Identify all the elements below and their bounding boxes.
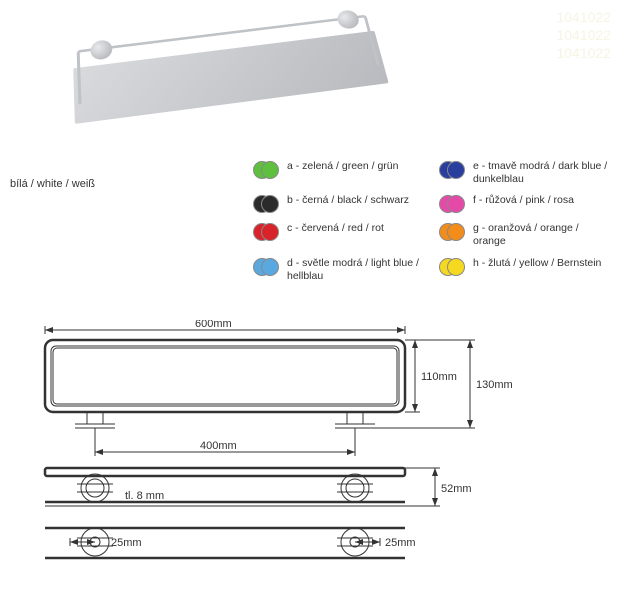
dim-mount-spacing: 400mm [200,440,237,452]
swatch-lightblue-icon [253,257,281,277]
option-label: c - červená / red / rot [287,222,384,235]
watermark-line: 1041022 [556,8,611,26]
color-option: a - zelená / green / grün [253,160,425,186]
swatch-orange-icon [439,222,467,242]
color-option: h - žlutá / yellow / Bernstein [439,257,611,283]
option-label: b - černá / black / schwarz [287,194,409,207]
mount-bracket-right-icon [335,412,375,428]
dim-width-total: 600mm [195,320,232,330]
swatch-pink-icon [439,194,467,214]
color-options: a - zelená / green / grün e - tmavě modr… [253,160,613,291]
watermark-line: 1041022 [556,44,611,62]
color-option: e - tmavě modrá / dark blue / dunkelblau [439,160,611,186]
mount-bracket-left-icon [75,412,115,428]
watermark: 1041022 1041022 1041022 [556,8,611,63]
dim-height-front: 110mm [421,371,457,383]
dim-mount-offset-right: 25mm [385,537,416,549]
option-label: f - růžová / pink / rosa [473,194,574,207]
swatch-yellow-icon [439,257,467,277]
main-color-label: bílá / white / weiß [10,178,95,190]
product-photo [65,5,405,145]
option-label: d - světle modrá / light blue / hellblau [287,257,425,283]
watermark-line: 1041022 [556,26,611,44]
dim-height-side: 52mm [441,483,472,495]
dim-depth-total: 130mm [476,379,513,391]
dim-glass-thickness: tl. 8 mm [125,490,164,502]
color-option: b - černá / black / schwarz [253,194,425,214]
option-label: a - zelená / green / grün [287,160,399,173]
color-option: f - růžová / pink / rosa [439,194,611,214]
color-option: g - oranžová / orange / orange [439,222,611,248]
option-label: h - žlutá / yellow / Bernstein [473,257,601,270]
swatch-black-icon [253,194,281,214]
technical-diagram: 600mm 110mm 130mm 400mm [15,320,605,585]
color-option: c - červená / red / rot [253,222,425,248]
swatch-green-icon [253,160,281,180]
dim-mount-offset-left: 25mm [111,537,142,549]
color-option: d - světle modrá / light blue / hellblau [253,257,425,283]
swatch-red-icon [253,222,281,242]
option-label: e - tmavě modrá / dark blue / dunkelblau [473,160,611,186]
option-label: g - oranžová / orange / orange [473,222,611,248]
swatch-darkblue-icon [439,160,467,180]
